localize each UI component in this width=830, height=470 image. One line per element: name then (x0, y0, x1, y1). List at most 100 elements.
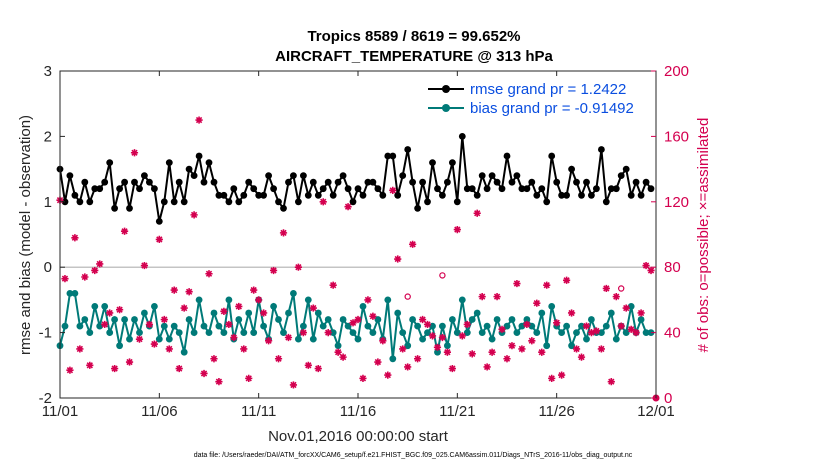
y-tick-label: 3 (44, 63, 52, 80)
bias-point (538, 309, 546, 317)
obs-assimilated-marker (210, 355, 218, 363)
x-tick-label: 12/01 (637, 403, 675, 420)
obs-assimilated-marker (200, 369, 208, 378)
obs-assimilated-marker (389, 186, 397, 194)
obs-assimilated-marker (399, 345, 407, 353)
rmse-point (255, 191, 263, 199)
rmse-point (66, 172, 74, 180)
bias-point (439, 322, 446, 330)
rmse-point (409, 178, 416, 186)
obs-assimilated-marker (364, 296, 372, 304)
rmse-point (478, 172, 486, 180)
chart-subtitle: AIRCRAFT_TEMPERATURE @ 313 hPa (275, 48, 553, 65)
obs-assimilated-marker (567, 309, 576, 317)
obs-assimilated-marker (175, 364, 183, 373)
rmse-point (583, 178, 590, 186)
rmse-point (354, 185, 362, 193)
bias-point (155, 335, 163, 343)
bias-point (324, 316, 332, 323)
y-right-tick-label: 120 (664, 194, 689, 211)
bias-point (478, 329, 486, 336)
obs-assimilated-marker (190, 211, 198, 219)
bias-point (304, 296, 312, 304)
obs-assimilated-marker (597, 345, 605, 353)
bias-point (369, 329, 377, 336)
bias-point (225, 296, 233, 304)
obs-assimilated-marker (269, 266, 278, 275)
obs-assimilated-marker (558, 371, 566, 379)
obs-assimilated-marker (473, 209, 481, 217)
rmse-point (111, 204, 118, 212)
bias-point (558, 329, 565, 336)
legend-rmse-label: rmse grand pr = 1.2422 (470, 81, 626, 98)
bias-point (394, 309, 402, 317)
bias-point (235, 316, 243, 323)
rmse-point (588, 191, 595, 199)
obs-possible-marker (439, 272, 446, 279)
y-right-tick-label: 200 (664, 63, 689, 80)
obs-assimilated-marker (428, 332, 437, 340)
bias-point (573, 329, 580, 336)
rmse-point (175, 178, 183, 186)
obs-assimilated-marker (577, 353, 586, 361)
bias-point (165, 335, 173, 343)
obs-assimilated-marker (508, 342, 516, 350)
obs-assimilated-marker (468, 350, 476, 358)
rmse-point (121, 178, 128, 186)
rmse-point (339, 172, 347, 180)
obs-assimilated-marker (289, 381, 298, 389)
obs-assimilated-marker (170, 286, 178, 294)
rmse-point (290, 172, 297, 180)
rmse-point (165, 159, 173, 167)
rmse-point (607, 185, 615, 193)
obs-assimilated-marker (518, 345, 526, 353)
bias-point (339, 316, 347, 323)
bias-point (578, 322, 585, 330)
obs-assimilated-marker (483, 363, 491, 371)
rmse-point (394, 191, 402, 199)
rmse-point (419, 178, 426, 186)
rmse-point (116, 185, 123, 193)
bias-point (205, 329, 213, 336)
obs-assimilated-marker (86, 361, 94, 369)
x-tick-label: 11/11 (241, 403, 276, 420)
bias-point (111, 316, 118, 323)
rmse-point (632, 178, 640, 186)
bias-point (334, 342, 342, 350)
bias-point (190, 329, 198, 336)
rmse-point (463, 185, 471, 193)
rmse-point (389, 152, 397, 160)
obs-assimilated-marker (498, 325, 506, 333)
obs-assimilated-marker (111, 364, 119, 373)
bias-point (215, 322, 223, 330)
obs-assimilated-marker (140, 261, 149, 270)
rmse-point (155, 218, 163, 225)
rmse-point (205, 159, 213, 167)
bias-point (523, 316, 531, 323)
obs-assimilated-marker (106, 309, 114, 317)
rmse-point (593, 185, 600, 193)
bias-point (458, 296, 466, 304)
rmse-point (424, 198, 431, 206)
rmse-point (260, 191, 267, 199)
rmse-point (225, 198, 233, 206)
obs-assimilated-marker (150, 340, 158, 348)
bias-point (419, 335, 426, 343)
x-tick-label: 11/21 (439, 403, 475, 420)
obs-assimilated-marker (359, 374, 367, 382)
rmse-point (275, 198, 282, 206)
obs-assimilated-marker (245, 374, 253, 382)
obs-assimilated-marker (582, 322, 591, 330)
obs-assimilated-marker (493, 293, 501, 301)
obs-assimilated-marker (543, 281, 551, 289)
obs-assimilated-marker (319, 198, 327, 206)
rmse-point (215, 191, 223, 199)
obs-assimilated-marker (96, 260, 104, 268)
rmse-point (344, 185, 352, 193)
legend-box (420, 76, 652, 118)
obs-assimilated-marker (572, 345, 581, 353)
bias-point (309, 335, 317, 343)
rmse-point (548, 152, 556, 160)
x-tick-label: 11/01 (42, 403, 78, 420)
obs-assimilated-marker (255, 296, 263, 304)
